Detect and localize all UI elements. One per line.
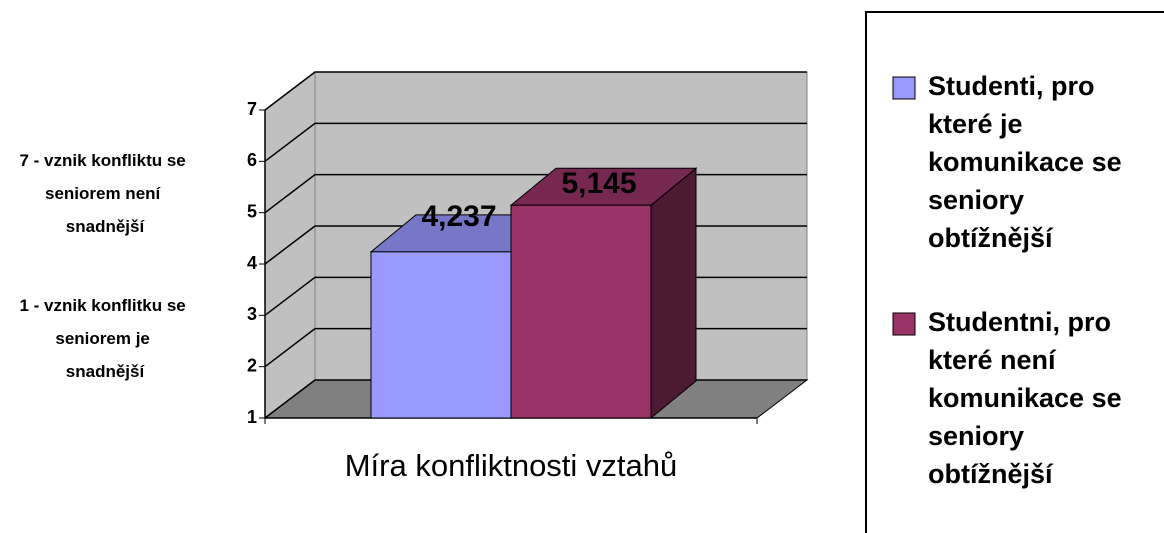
y-tick-label: 4 [247,253,257,273]
legend-box [865,11,1164,533]
y-tick-label: 6 [247,150,257,170]
y-tick-label: 7 [247,99,257,119]
bar [370,251,512,419]
axis-annotation: 7 - vznik konfliktu se seniorem není sna… [20,151,191,236]
legend-label: Studenti, pro které je komunikace se sen… [928,71,1129,253]
data-label: 5,145 [561,167,636,200]
legend-swatch [892,76,916,100]
legend-label: Studentni, pro které není komunikace se … [928,307,1129,489]
grid-line [264,122,807,162]
axis-annotation: 1 - vznik konflitku se seniorem je snadn… [20,296,191,381]
bar [510,204,652,419]
x-tick-label: Míra konfliktnosti vztahů [345,448,678,483]
bar-side [650,167,697,420]
y-tick-label: 5 [247,201,257,221]
legend-swatch [892,312,916,336]
y-tick-label: 2 [247,355,257,375]
y-tick-label: 1 [247,407,257,427]
grid-line [264,71,807,111]
y-tick-label: 3 [247,304,257,324]
data-label: 4,237 [421,200,496,233]
